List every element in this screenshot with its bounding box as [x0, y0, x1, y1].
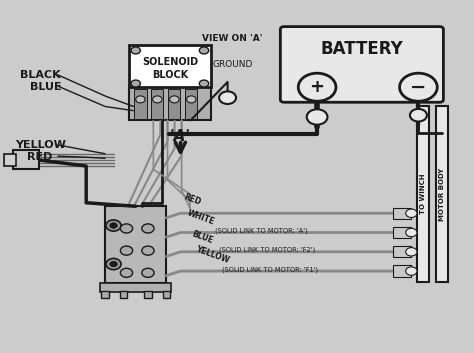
- Circle shape: [199, 80, 209, 87]
- FancyBboxPatch shape: [168, 89, 181, 119]
- FancyBboxPatch shape: [151, 89, 164, 119]
- FancyBboxPatch shape: [128, 86, 211, 120]
- FancyBboxPatch shape: [392, 208, 411, 219]
- FancyBboxPatch shape: [392, 246, 411, 257]
- Text: BLOCK: BLOCK: [152, 70, 188, 80]
- FancyBboxPatch shape: [13, 150, 39, 169]
- Circle shape: [153, 96, 162, 103]
- Text: −: −: [410, 78, 427, 97]
- Text: (SOLID LINK TO MOTOR: 'F1'): (SOLID LINK TO MOTOR: 'F1'): [222, 266, 319, 273]
- Circle shape: [106, 220, 121, 231]
- Circle shape: [406, 228, 417, 237]
- Circle shape: [136, 96, 145, 103]
- Circle shape: [406, 209, 417, 217]
- Text: (SOLID LINK TO MOTOR: 'A'): (SOLID LINK TO MOTOR: 'A'): [215, 228, 308, 234]
- Circle shape: [131, 47, 140, 54]
- Text: RED: RED: [183, 192, 202, 207]
- FancyBboxPatch shape: [134, 89, 146, 119]
- Text: (SOLID LINK TO MOTOR: 'F2'): (SOLID LINK TO MOTOR: 'F2'): [219, 247, 315, 253]
- Circle shape: [219, 91, 236, 104]
- Text: BLACK: BLACK: [20, 70, 61, 80]
- FancyBboxPatch shape: [101, 291, 109, 298]
- FancyBboxPatch shape: [128, 45, 211, 86]
- Circle shape: [131, 80, 140, 87]
- Text: WHITE: WHITE: [187, 208, 216, 226]
- Circle shape: [410, 109, 427, 121]
- Circle shape: [106, 258, 121, 270]
- Circle shape: [406, 247, 417, 256]
- Circle shape: [142, 224, 154, 233]
- FancyBboxPatch shape: [437, 107, 447, 282]
- Text: YELLOW: YELLOW: [16, 140, 66, 150]
- Text: VIEW ON 'A': VIEW ON 'A': [202, 34, 263, 43]
- Circle shape: [120, 268, 133, 277]
- Text: BLUE: BLUE: [30, 82, 61, 92]
- Circle shape: [406, 267, 417, 275]
- FancyBboxPatch shape: [392, 227, 411, 238]
- FancyBboxPatch shape: [280, 26, 443, 102]
- FancyBboxPatch shape: [119, 291, 127, 298]
- Text: YELLOW: YELLOW: [194, 244, 230, 265]
- Circle shape: [187, 96, 196, 103]
- Circle shape: [120, 246, 133, 255]
- Text: GROUND: GROUND: [212, 60, 253, 69]
- Text: TO WINCH: TO WINCH: [420, 174, 426, 214]
- Circle shape: [307, 109, 328, 125]
- Text: BATTERY: BATTERY: [320, 40, 403, 58]
- Text: +: +: [310, 78, 325, 96]
- Circle shape: [110, 223, 117, 228]
- Circle shape: [400, 73, 438, 101]
- FancyBboxPatch shape: [100, 283, 171, 292]
- Circle shape: [170, 96, 179, 103]
- Text: MOTOR BODY: MOTOR BODY: [439, 167, 445, 221]
- Circle shape: [298, 73, 336, 101]
- Circle shape: [199, 47, 209, 54]
- FancyBboxPatch shape: [105, 206, 166, 283]
- Circle shape: [120, 224, 133, 233]
- FancyBboxPatch shape: [144, 291, 152, 298]
- Circle shape: [110, 261, 117, 267]
- FancyBboxPatch shape: [185, 89, 197, 119]
- FancyBboxPatch shape: [163, 291, 170, 298]
- Text: BLUE: BLUE: [191, 229, 214, 245]
- Text: 'A': 'A': [170, 129, 191, 144]
- FancyBboxPatch shape: [392, 265, 411, 277]
- FancyBboxPatch shape: [418, 107, 429, 282]
- Circle shape: [142, 268, 154, 277]
- Circle shape: [142, 246, 154, 255]
- Text: RED: RED: [27, 152, 53, 162]
- FancyBboxPatch shape: [4, 154, 16, 166]
- Text: SOLENOID: SOLENOID: [142, 57, 198, 67]
